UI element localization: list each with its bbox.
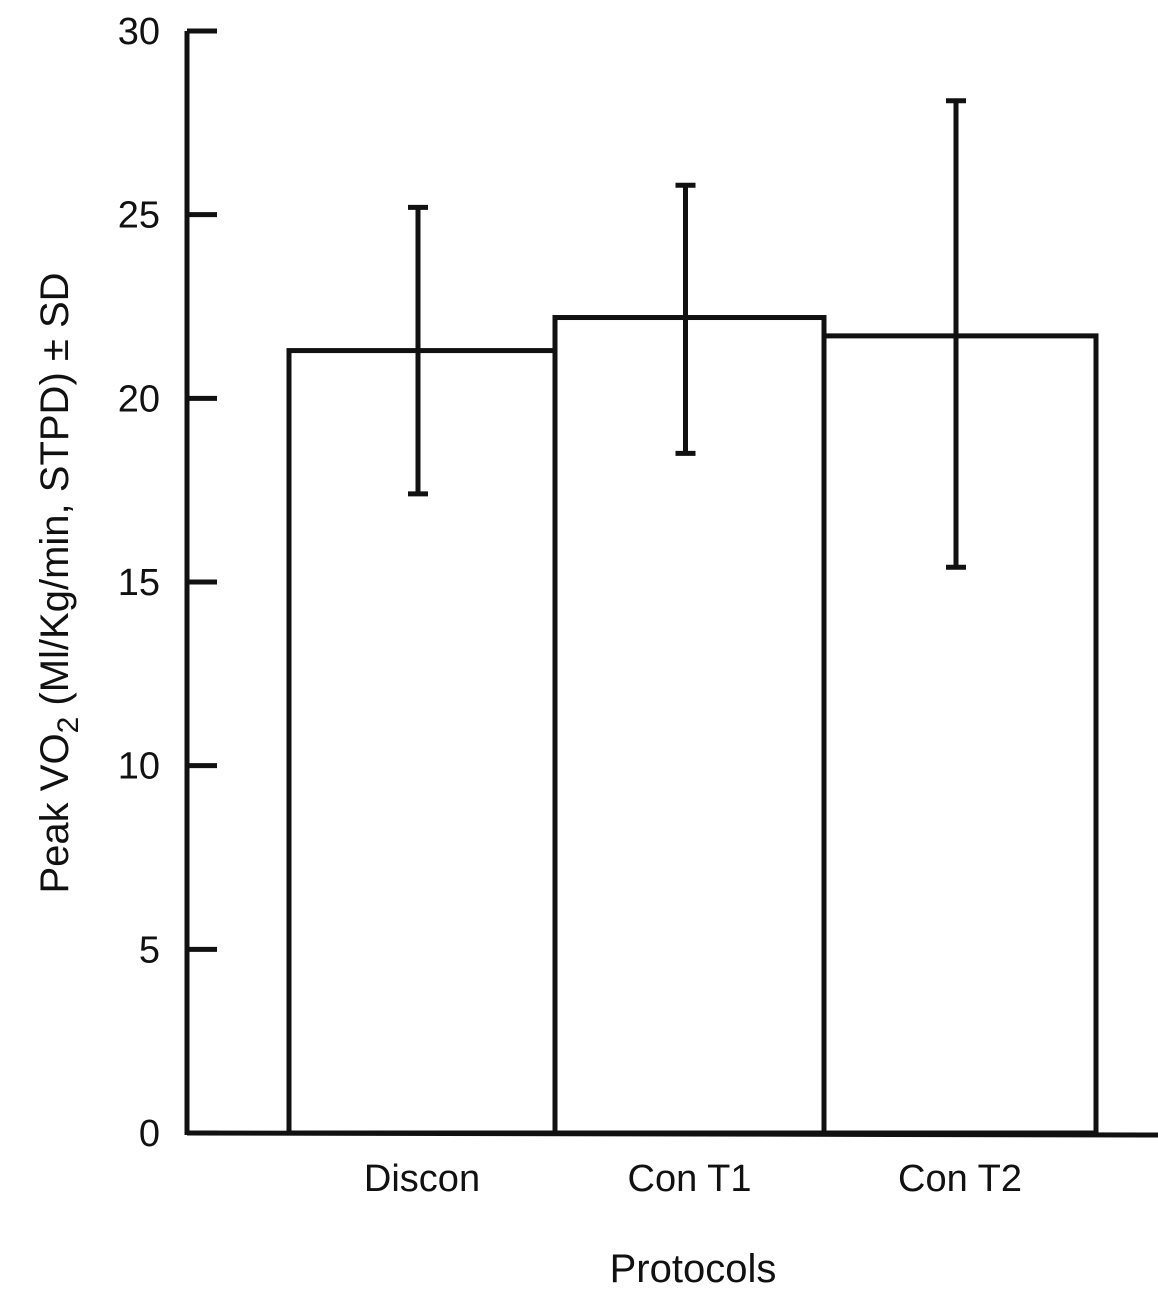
y-ticks-layer: 0 5 10 15 20 25 30 bbox=[118, 11, 217, 1155]
error-bar-discon bbox=[408, 204, 428, 497]
y-tick-label-30: 30 bbox=[118, 11, 160, 53]
x-tick-label-con-t2: Con T2 bbox=[898, 1158, 1022, 1200]
y-tick-label-15: 15 bbox=[118, 562, 160, 604]
y-axis-title-vdot: V bbox=[33, 764, 77, 791]
y-tick-label-10: 10 bbox=[118, 746, 160, 788]
y-axis-title: Peak VO2 (Ml/Kg/min, STPD) ± SD bbox=[33, 272, 85, 893]
bars-layer bbox=[286, 315, 1099, 1136]
y-axis-title-main: O bbox=[33, 733, 77, 764]
y-tick-label-5: 5 bbox=[139, 929, 160, 971]
x-axis-title: Protocols bbox=[610, 1247, 777, 1289]
error-bar-con-t2 bbox=[946, 98, 966, 570]
y-tick-label-0: 0 bbox=[139, 1113, 160, 1155]
bar-discon bbox=[286, 348, 558, 1136]
x-tick-label-con-t1: Con T1 bbox=[628, 1158, 752, 1200]
y-tick-label-20: 20 bbox=[118, 378, 160, 420]
y-axis-title-prefix: Peak bbox=[33, 791, 77, 893]
x-tick-label-discon: Discon bbox=[364, 1158, 480, 1200]
bar-con-t2 bbox=[821, 333, 1099, 1136]
y-tick-label-25: 25 bbox=[118, 195, 160, 237]
bar-con-t1 bbox=[552, 315, 827, 1136]
y-axis-title-subscript: 2 bbox=[52, 717, 85, 734]
error-bars-layer bbox=[408, 98, 966, 570]
error-bar-con-t1 bbox=[675, 182, 696, 456]
x-labels-layer: Discon Con T1 Con T2 bbox=[364, 1158, 1022, 1200]
y-axis-title-suffix: (Ml/Kg/min, STPD) ± SD bbox=[33, 272, 77, 716]
x-axis-line bbox=[186, 1130, 1158, 1138]
